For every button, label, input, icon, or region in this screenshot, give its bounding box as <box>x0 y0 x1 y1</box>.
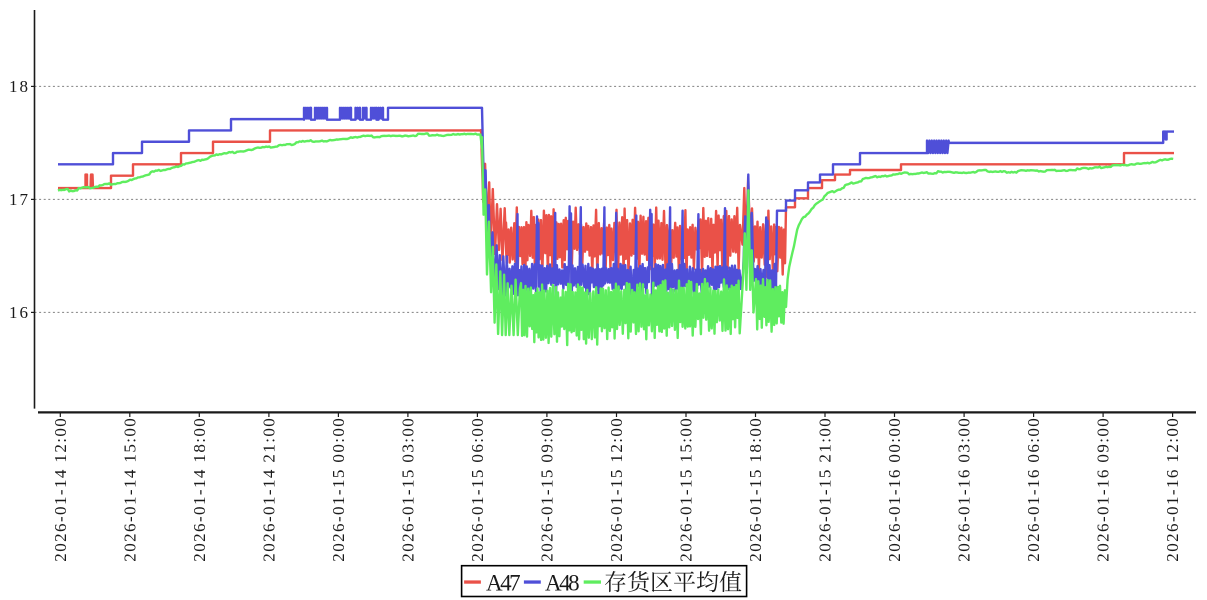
svg-text:2026-01-16 03:00: 2026-01-16 03:00 <box>955 418 974 562</box>
svg-text:2026-01-15 00:00: 2026-01-15 00:00 <box>329 418 348 562</box>
svg-text:2026-01-14 12:00: 2026-01-14 12:00 <box>51 418 70 562</box>
svg-text:2026-01-16 09:00: 2026-01-16 09:00 <box>1094 418 1113 562</box>
svg-text:2026-01-14 21:00: 2026-01-14 21:00 <box>260 418 279 562</box>
svg-text:2026-01-14 18:00: 2026-01-14 18:00 <box>190 418 209 562</box>
svg-text:2026-01-15 09:00: 2026-01-15 09:00 <box>538 418 557 562</box>
svg-text:2026-01-15 12:00: 2026-01-15 12:00 <box>607 418 626 562</box>
svg-text:2026-01-15 18:00: 2026-01-15 18:00 <box>746 418 765 562</box>
svg-text:17: 17 <box>9 190 29 209</box>
svg-text:2026-01-16 00:00: 2026-01-16 00:00 <box>885 418 904 562</box>
svg-text:2026-01-15 15:00: 2026-01-15 15:00 <box>677 418 696 562</box>
svg-text:2026-01-15 06:00: 2026-01-15 06:00 <box>468 418 487 562</box>
svg-text:2026-01-16 06:00: 2026-01-16 06:00 <box>1024 418 1043 562</box>
svg-text:2026-01-15 03:00: 2026-01-15 03:00 <box>399 418 418 562</box>
svg-text:A47: A47 <box>486 570 521 595</box>
svg-text:A48: A48 <box>545 570 580 595</box>
svg-text:2026-01-14 15:00: 2026-01-14 15:00 <box>120 418 139 562</box>
svg-text:2026-01-15 21:00: 2026-01-15 21:00 <box>816 418 835 562</box>
svg-text:2026-01-16 12:00: 2026-01-16 12:00 <box>1163 418 1182 562</box>
